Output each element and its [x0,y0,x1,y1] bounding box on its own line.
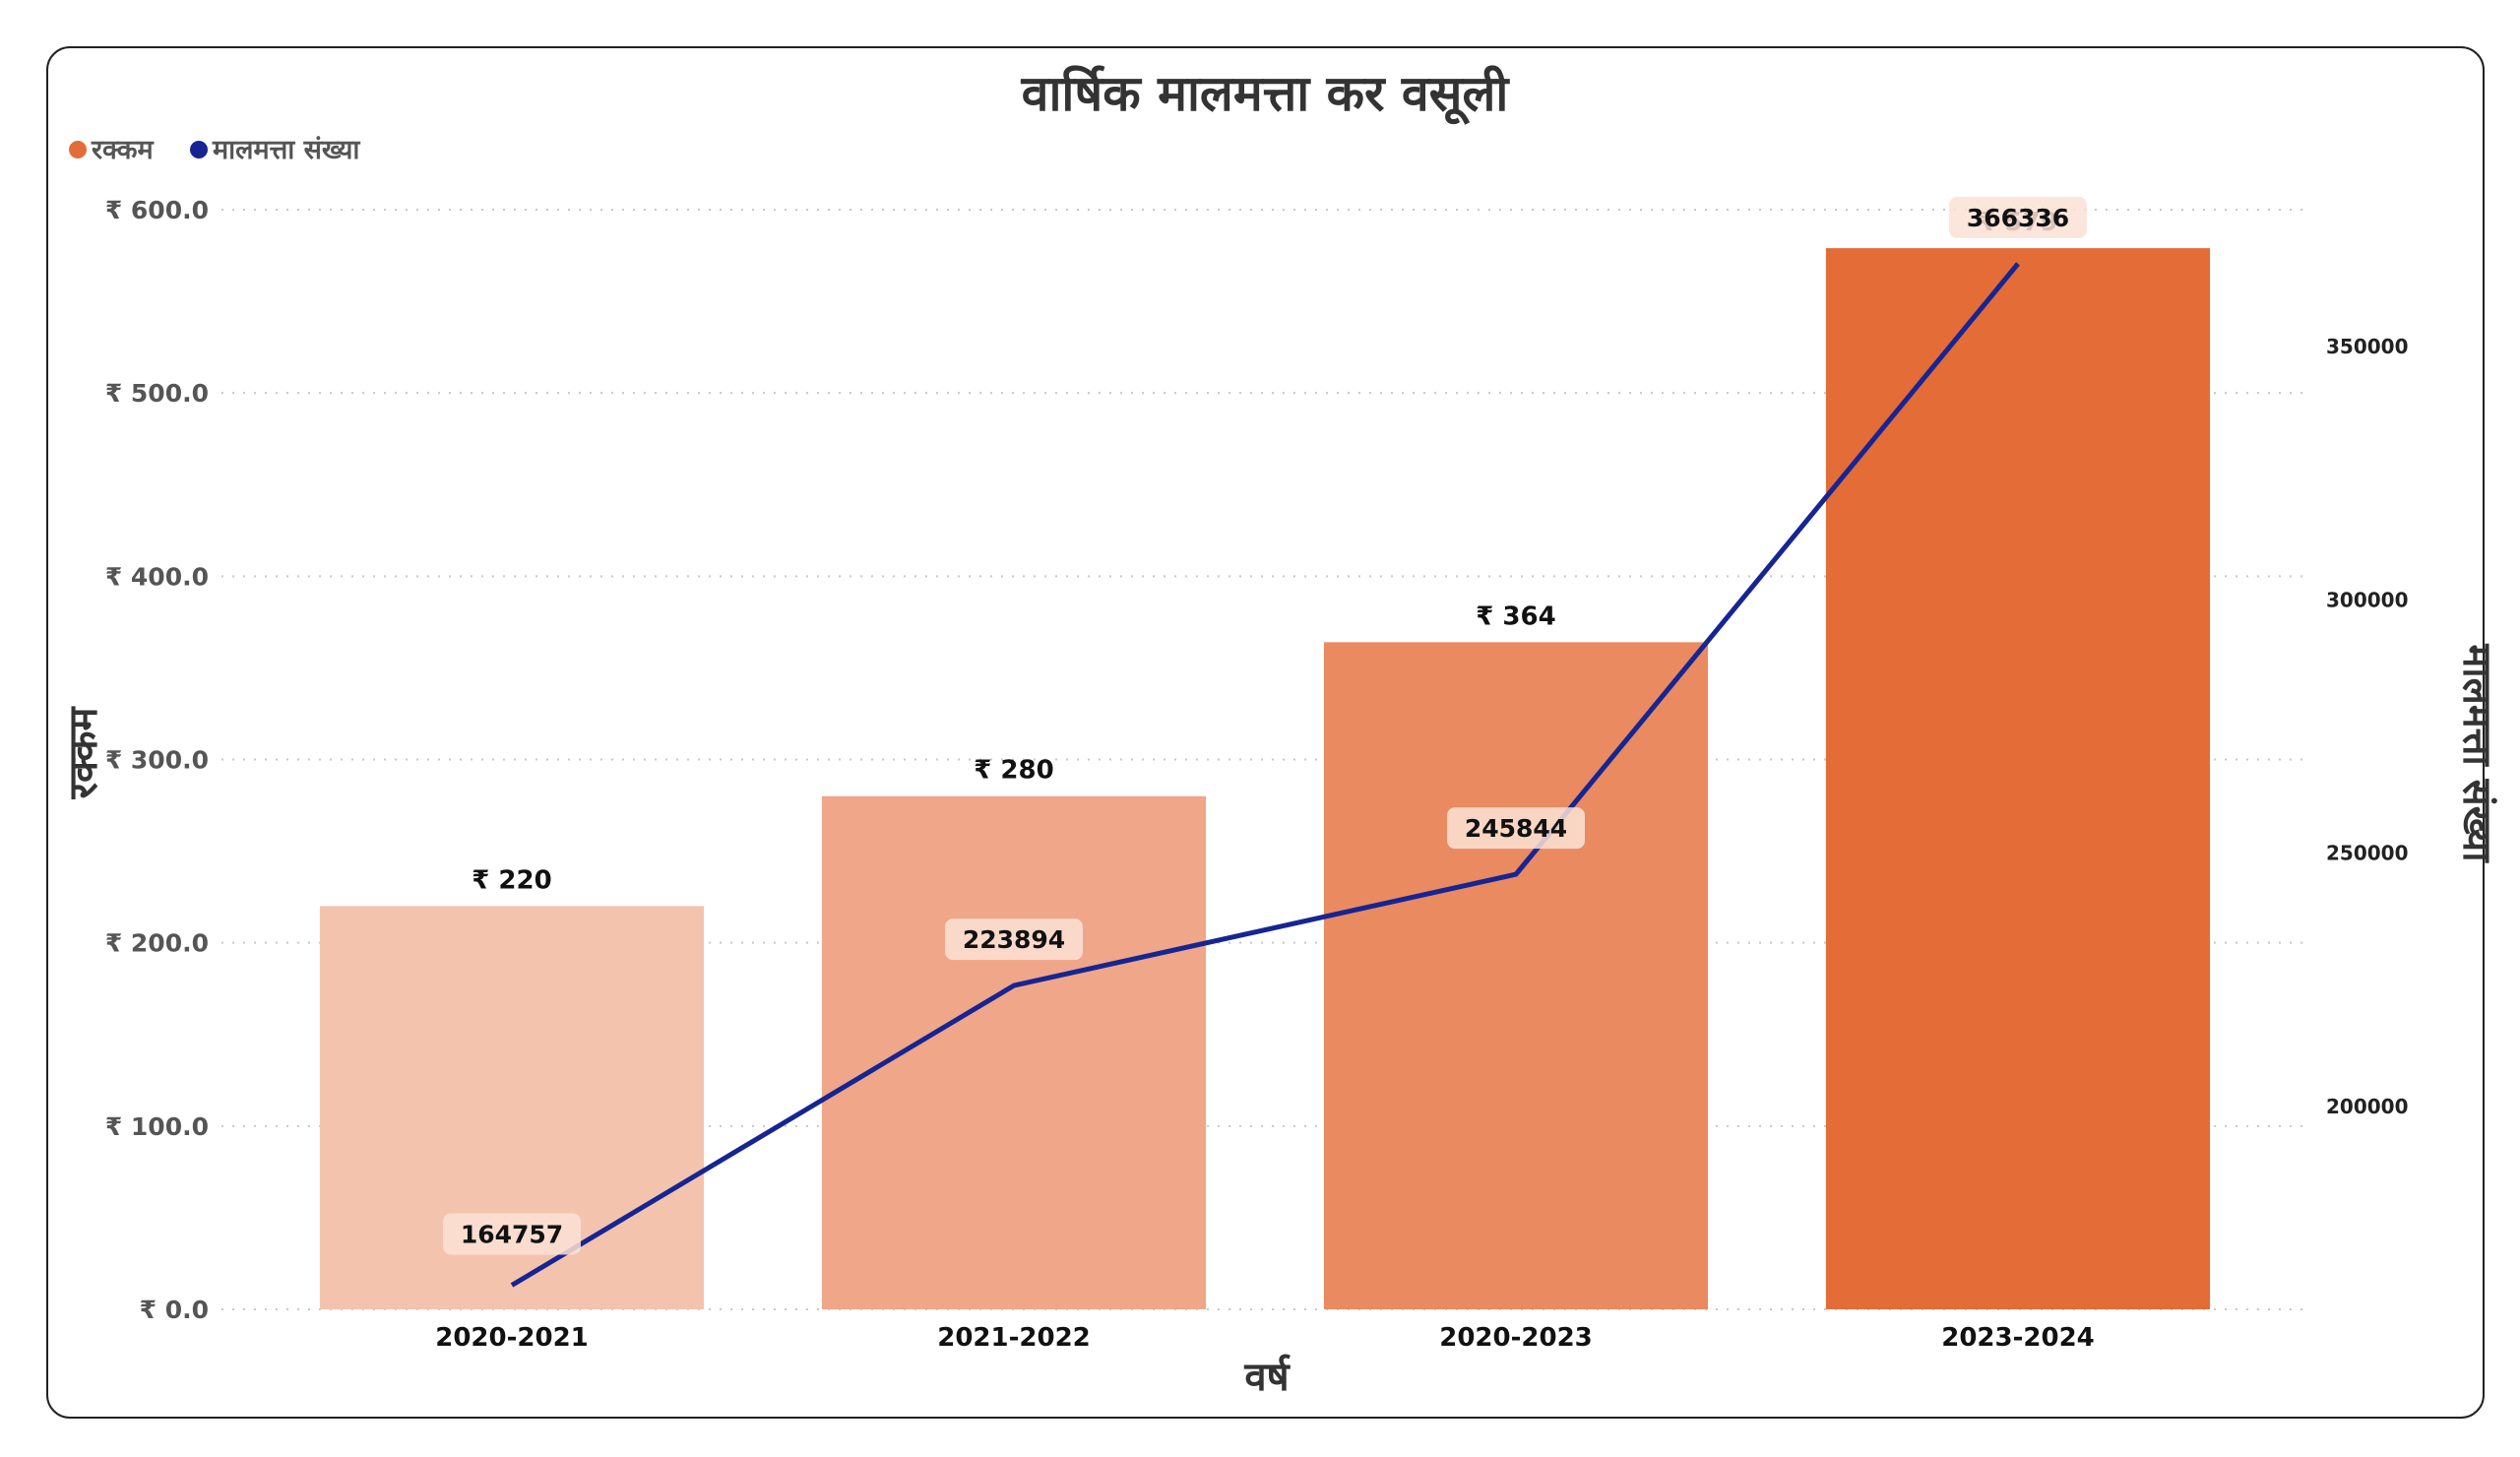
bar-data-label: ₹ 364 [1476,602,1555,631]
legend-marker-property-count [190,141,208,158]
y2-tick-label: 250000 [2326,842,2409,865]
y2-tick-label: 350000 [2326,335,2409,358]
x-axis-title: वर्ष [1243,1354,1291,1400]
bar-series-amount: ₹ 220₹ 280₹ 364₹ 579 [319,208,2211,1310]
legend[interactable]: रक्कम मालमत्ता संख्या [69,135,360,165]
x-tick-label: 2020-2021 [435,1323,589,1353]
bar-data-label: ₹ 220 [472,865,551,895]
y-axis-right: 200000 250000 300000 350000 [2326,335,2409,1118]
y-tick-label: ₹ 100.0 [105,1112,209,1141]
y-axis-title-right: मालमत्ता संख्या [2454,643,2499,863]
bar [821,795,1207,1309]
line-label-box [443,1213,581,1255]
x-tick-label: 2021-2022 [937,1323,1091,1353]
line-label-box [1447,807,1585,850]
y-axis-left: ₹ 0.0 ₹ 100.0 ₹ 200.0 ₹ 300.0 ₹ 400.0 ₹ 500.0… [105,196,209,1324]
line-data-label: 164757 [461,1221,563,1249]
x-axis: 2020-2021 2021-2022 2020-2023 2023-2024 [435,1323,2095,1353]
y-axis-title-left: रक्कम [61,706,106,800]
legend-label-amount: रक्कम [91,135,154,165]
bar [1323,642,1709,1309]
line-data-label: 245844 [1465,814,1567,843]
y-tick-label: ₹ 600.0 [105,196,209,224]
series-line [510,262,2020,1288]
legend-marker-amount [69,141,87,158]
y2-tick-label: 300000 [2326,588,2409,611]
y-tick-label: ₹ 400.0 [105,562,209,591]
y-tick-label: ₹ 200.0 [105,929,209,958]
line-label-box [1949,196,2087,238]
x-tick-label: 2023-2024 [1941,1323,2095,1353]
legend-label-property-count: मालमत्ता संख्या [212,135,360,165]
x-tick-label: 2020-2023 [1439,1323,1593,1353]
y-tick-label: ₹ 0.0 [140,1296,209,1324]
line-data-label: 366336 [1967,204,2069,232]
y-tick-label: ₹ 500.0 [105,379,209,408]
y-tick-label: ₹ 300.0 [105,746,209,775]
line-data-label: 223894 [963,925,1065,954]
line-label-box [945,919,1083,961]
bar-data-label: ₹ 280 [974,756,1053,786]
chart-title: वार्षिक मालमत्ता कर वसूली [1021,65,1511,125]
bar [1825,248,2211,1310]
y2-tick-label: 200000 [2326,1095,2409,1118]
line-series-property-count: 164757 223894 245844 366336 [443,196,2087,1288]
